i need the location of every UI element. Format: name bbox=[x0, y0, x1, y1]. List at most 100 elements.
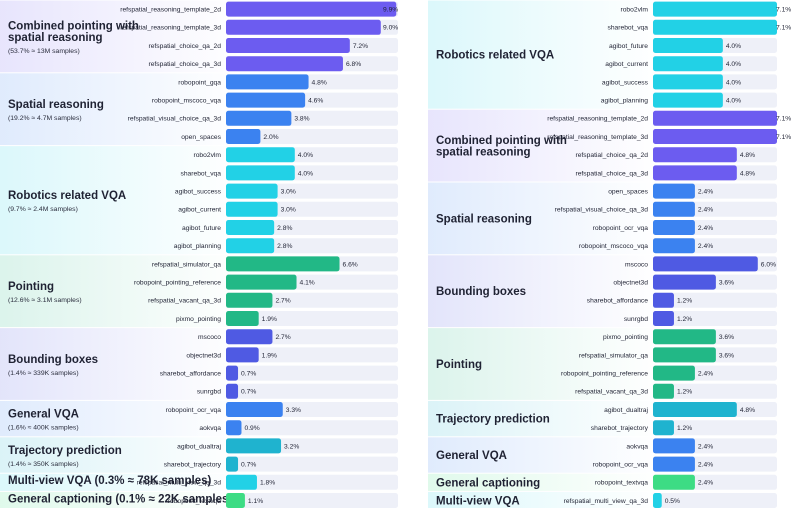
bar-label: pixmo_pointing bbox=[603, 334, 648, 341]
group-band bbox=[0, 255, 240, 328]
bar-track bbox=[653, 420, 777, 436]
bar-label: agibot_planning bbox=[174, 243, 222, 250]
group-band bbox=[0, 328, 240, 400]
group-band bbox=[0, 0, 240, 73]
bar-robo2vlm bbox=[226, 147, 295, 163]
bar-label: agibot_success bbox=[602, 79, 649, 86]
group-title: General captioning (0.1% ≈ 22K samples) bbox=[8, 493, 232, 505]
bar-sharebot-vqa bbox=[226, 165, 295, 181]
bar-agibot-dualtraj bbox=[653, 402, 737, 417]
bar-value-label: 7.1% bbox=[776, 25, 791, 32]
group-title: Combined pointing with spatial reasoning bbox=[8, 21, 139, 45]
bar-value-label: 9.9% bbox=[383, 7, 398, 14]
bar-value-label: 1.2% bbox=[677, 316, 692, 323]
group-band bbox=[0, 73, 240, 146]
group-title: Spatial reasoning bbox=[8, 99, 104, 111]
bar-label: sharebot_trajectory bbox=[164, 462, 222, 469]
bar-robopoint-mscoco-vqa bbox=[226, 92, 306, 108]
bar-value-label: 7.1% bbox=[776, 7, 791, 14]
bar-robopoint-pointing-reference bbox=[226, 274, 297, 290]
bar-value-label: 9.0% bbox=[383, 25, 398, 32]
bar-value-label: 2.4% bbox=[698, 443, 713, 450]
bar-refspatial-visual-choice-qa-3d bbox=[653, 201, 695, 217]
bar-value-label: 2.4% bbox=[698, 207, 713, 214]
bar-robopoint-textvqa bbox=[653, 474, 695, 490]
group-subtitle: (1.4% ≈ 339K samples) bbox=[8, 370, 79, 377]
group-subtitle: (53.7% ≈ 13M samples) bbox=[8, 48, 80, 55]
bar-label: mscoco bbox=[625, 261, 648, 268]
group-band bbox=[0, 473, 240, 491]
bar-value-label: 4.0% bbox=[298, 152, 313, 159]
bar-value-label: 3.6% bbox=[719, 352, 734, 359]
group-title: Trajectory prediction bbox=[8, 445, 122, 457]
bar-robopoint-textvqa bbox=[226, 493, 245, 508]
bar-label: sharebot_affordance bbox=[160, 371, 222, 378]
bar-track bbox=[653, 311, 777, 326]
bar-value-label: 1.9% bbox=[262, 316, 277, 323]
bar-label: refspatial_vacant_qa_3d bbox=[575, 389, 648, 396]
group-title: General VQA bbox=[8, 409, 79, 421]
bar-value-label: 0.9% bbox=[244, 425, 259, 432]
bar-value-label: 4.6% bbox=[308, 98, 323, 105]
bar-value-label: 0.5% bbox=[665, 498, 680, 505]
group-subtitle: (9.7% ≈ 2.4M samples) bbox=[8, 206, 78, 213]
bar-label: robopoint_mscoco_vqa bbox=[579, 243, 648, 250]
bar-robopoint-ocr-vqa bbox=[653, 456, 695, 472]
bar-value-label: 3.8% bbox=[294, 116, 309, 123]
bar-track bbox=[226, 129, 398, 144]
bar-label: open_spaces bbox=[181, 134, 221, 141]
bar-sharebot-affordance bbox=[653, 292, 674, 308]
bar-label: sharebot_trajectory bbox=[591, 425, 649, 432]
bar-open-spaces bbox=[226, 129, 261, 144]
bar-agibot-current bbox=[226, 201, 278, 217]
bar-mscoco bbox=[653, 256, 758, 272]
bar-label: refspatial_simulator_qa bbox=[152, 261, 221, 268]
bar-label: refspatial_reasoning_template_2d bbox=[120, 7, 221, 14]
bar-label: open_spaces bbox=[608, 189, 648, 196]
bar-value-label: 6.0% bbox=[761, 261, 776, 268]
bar-value-label: 3.3% bbox=[286, 407, 301, 414]
bar-refspatial-reasoning-template-3d bbox=[226, 19, 381, 35]
bar-agibot-success bbox=[226, 183, 278, 199]
group-band bbox=[428, 328, 658, 400]
bar-sharebot-vqa bbox=[653, 19, 777, 35]
bar-value-label: 2.4% bbox=[698, 243, 713, 250]
bar-value-label: 3.6% bbox=[719, 280, 734, 287]
bar-agibot-planning bbox=[653, 92, 723, 108]
bar-value-label: 3.0% bbox=[281, 189, 296, 196]
bar-value-label: 2.8% bbox=[277, 225, 292, 232]
bar-value-label: 6.6% bbox=[343, 261, 358, 268]
bar-label: robopoint_mscoco_vqa bbox=[152, 98, 221, 105]
bar-sunrgbd bbox=[226, 383, 239, 399]
bar-pixmo-pointing bbox=[653, 329, 716, 345]
bar-value-label: 4.0% bbox=[298, 170, 313, 177]
bar-value-label: 1.2% bbox=[677, 298, 692, 305]
bar-track bbox=[226, 474, 398, 490]
bar-value-label: 4.1% bbox=[300, 280, 315, 287]
bar-label: refspatial_choice_qa_2d bbox=[575, 152, 648, 159]
bar-value-label: 4.8% bbox=[740, 170, 755, 177]
bar-track bbox=[226, 383, 398, 399]
bar-label: sharebot_affordance bbox=[587, 298, 649, 305]
bar-track bbox=[226, 456, 398, 472]
bar-refspatial-choice-qa-3d bbox=[653, 165, 737, 181]
bar-refspatial-reasoning-template-3d bbox=[653, 129, 777, 144]
bar-label: refspatial_choice_qa_3d bbox=[148, 61, 221, 68]
bar-value-label: 4.0% bbox=[726, 43, 741, 50]
bar-label: robopoint_ocr_vqa bbox=[166, 407, 222, 414]
bar-label: objectnet3d bbox=[186, 352, 221, 359]
bar-agibot-future bbox=[226, 220, 275, 235]
group-band bbox=[0, 437, 240, 473]
bar-label: robopoint_ocr_vqa bbox=[593, 462, 649, 469]
right-chart-panel: Robotics related VQA robo2vlm 7.1% sharebot… bbox=[428, 0, 793, 508]
bar-robopoint-mscoco-vqa bbox=[653, 238, 695, 254]
group-band bbox=[428, 0, 658, 109]
bar-agibot-future bbox=[653, 38, 723, 53]
bar-label: robo2vlm bbox=[193, 152, 221, 159]
bar-label: refspatial_choice_qa_2d bbox=[148, 43, 221, 50]
bar-refspatial-simulator-qa bbox=[226, 256, 340, 272]
bar-label: agibot_current bbox=[178, 207, 221, 214]
bar-chart-svg: Combined pointing with spatial reasoning (… bbox=[0, 0, 398, 508]
bar-value-label: 3.6% bbox=[719, 334, 734, 341]
bar-label: refspatial_simulator_qa bbox=[579, 352, 648, 359]
